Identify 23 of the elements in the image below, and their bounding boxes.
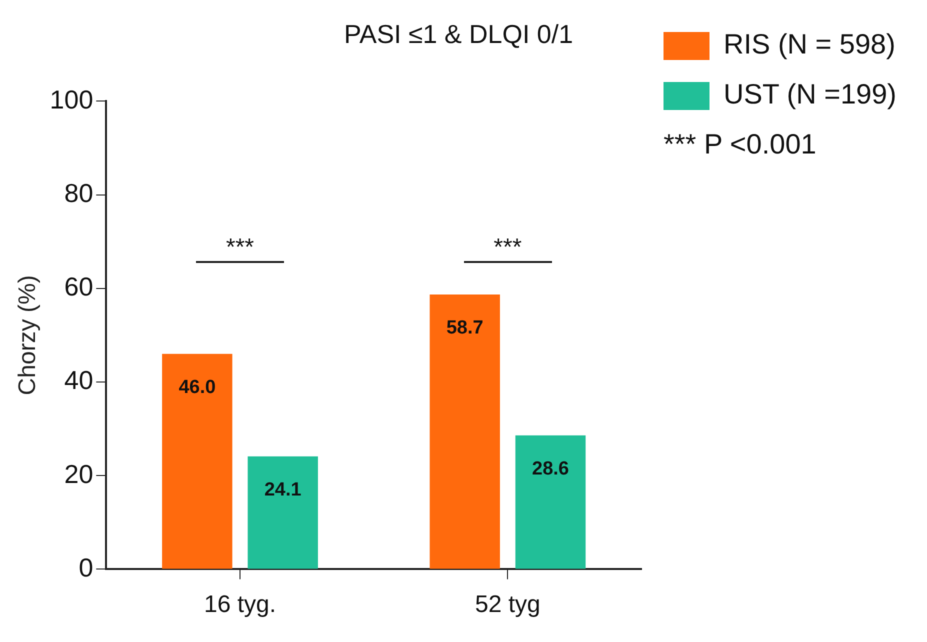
bar (162, 354, 232, 569)
x-tick-label: 52 tyg (474, 591, 540, 618)
data-label: 58.7 (446, 318, 484, 339)
text: *** P <0.001 (664, 128, 816, 160)
data-label: 46.0 (178, 377, 216, 398)
y-tick-label: 100 (50, 84, 94, 114)
data-label: 28.6 (532, 458, 569, 480)
bar (248, 456, 318, 569)
bar (430, 294, 500, 569)
y-tick-label: 20 (64, 458, 94, 489)
y-tick-label: 40 (64, 365, 94, 396)
x-tick-label: 16 tyg. (204, 591, 276, 618)
chart-title: PASI ≤1 & DLQI 0/1 (344, 18, 574, 49)
y-tick-label: 0 (78, 552, 94, 582)
legend-label: UST (N =199) (724, 78, 897, 110)
legend-label: RIS (N = 598) (724, 28, 896, 60)
annotation: *** (494, 234, 522, 262)
y-tick-label: 80 (64, 178, 94, 208)
y-tick-label: 60 (64, 272, 94, 302)
bar (515, 435, 586, 569)
data-label: 24.1 (264, 480, 302, 501)
annotation: *** (226, 234, 254, 262)
y-axis-title: Chorzy (%) (14, 275, 42, 396)
